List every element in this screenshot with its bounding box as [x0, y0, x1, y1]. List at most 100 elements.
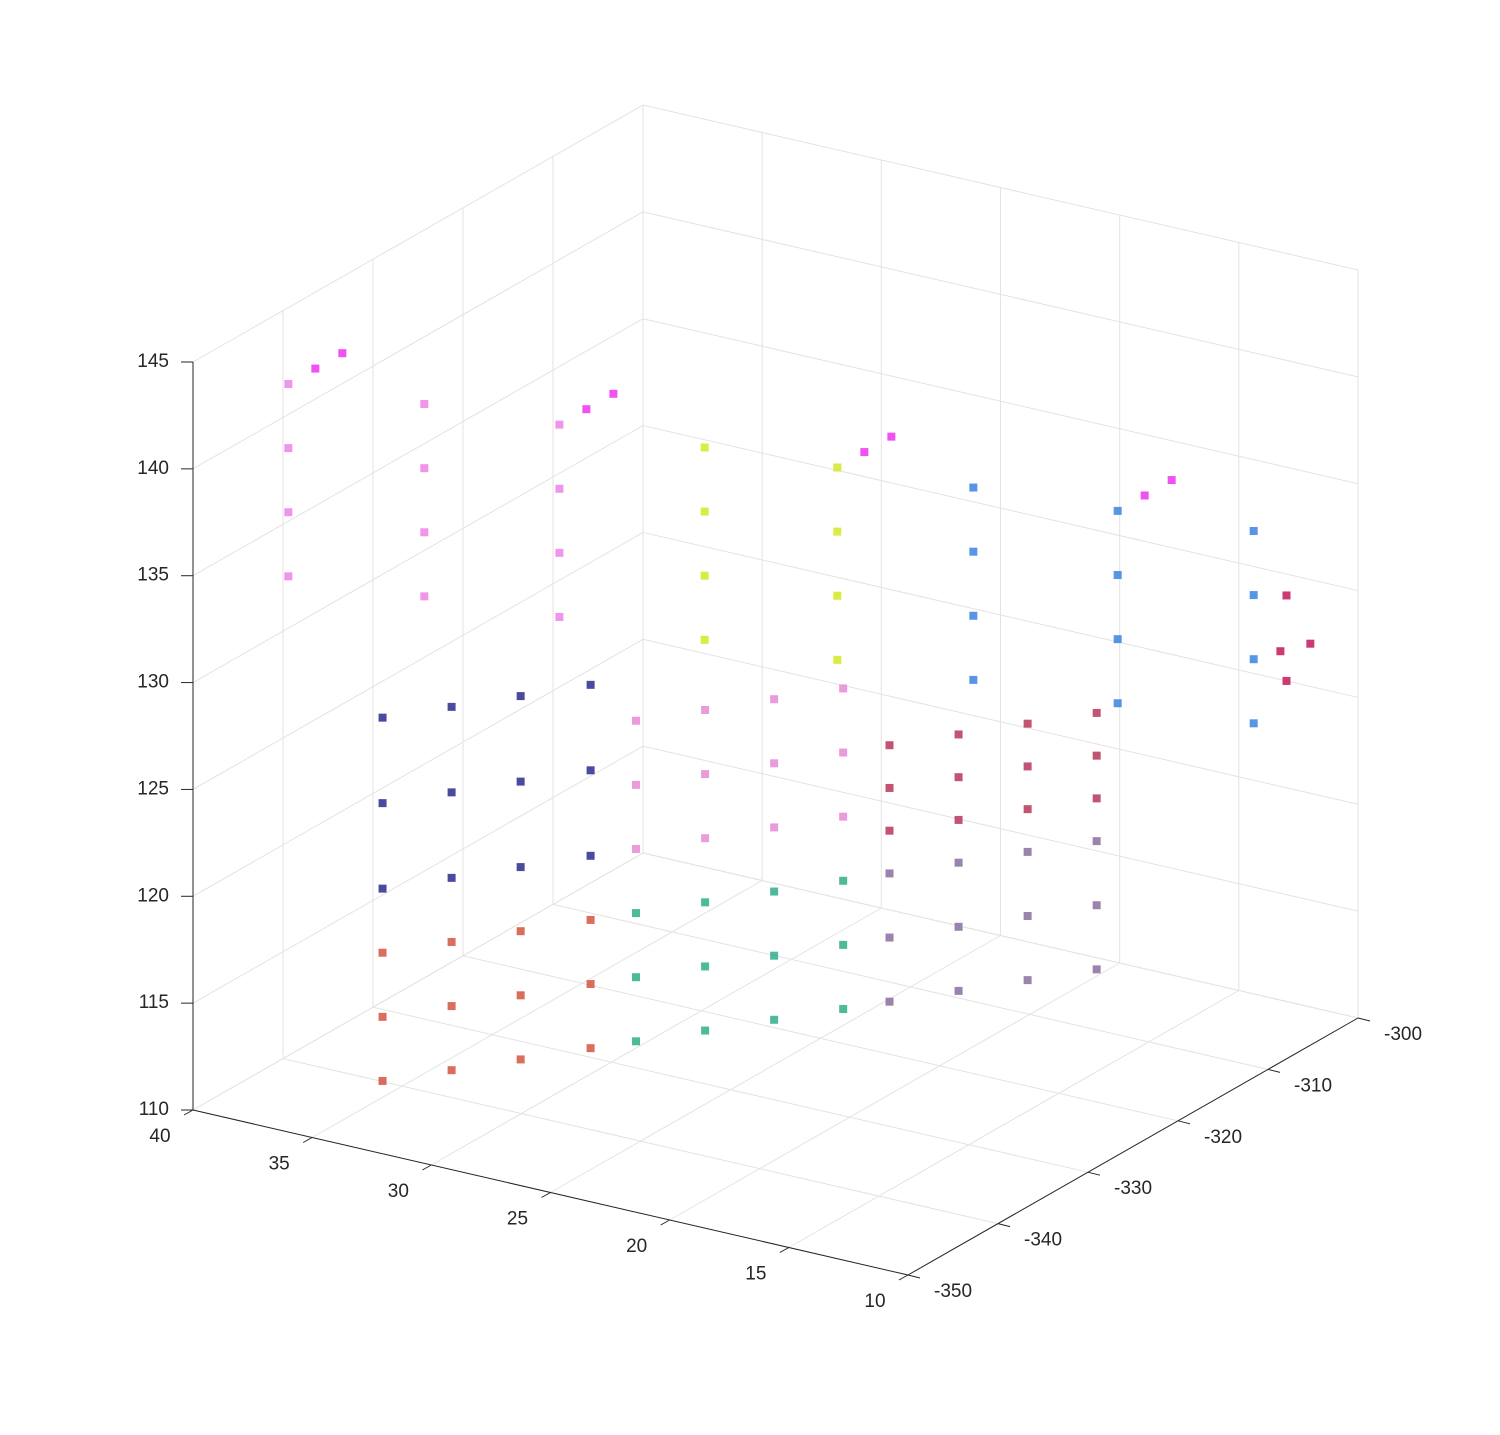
grid-line [311, 880, 763, 1138]
grid-line [192, 425, 644, 684]
data-point [1249, 526, 1258, 535]
data-point [954, 858, 963, 867]
grid-line [192, 318, 644, 577]
data-point [284, 444, 293, 453]
data-point [701, 1026, 710, 1035]
data-point [586, 851, 595, 860]
y-tick-label: -330 [1114, 1178, 1152, 1199]
data-point [833, 655, 842, 664]
x-tick [541, 1192, 551, 1198]
data-point [1092, 708, 1101, 717]
data-point [516, 1055, 525, 1064]
x-tick [660, 1219, 670, 1226]
data-point [839, 1005, 848, 1014]
grid-line [642, 318, 1359, 485]
data-point [555, 548, 564, 557]
grid-line [550, 935, 1001, 1193]
x-tick-label: 15 [745, 1264, 766, 1285]
data-point [378, 713, 387, 722]
data-point [447, 1002, 456, 1011]
x-tick [422, 1164, 432, 1171]
data-point [770, 695, 779, 704]
data-point [555, 484, 564, 493]
data-point [833, 591, 842, 600]
data-point [885, 741, 894, 750]
data-point [555, 612, 564, 621]
data-point [447, 1066, 456, 1075]
grid-line [642, 531, 1359, 698]
y-tick-label: -320 [1204, 1127, 1242, 1148]
data-point [555, 420, 564, 429]
grid-line [431, 907, 882, 1166]
data-point [701, 962, 710, 971]
data-point [1282, 676, 1291, 685]
x-tick-label: 25 [507, 1209, 528, 1230]
grid-line [642, 745, 1359, 912]
z-tick-label: 110 [139, 1099, 169, 1120]
grid-line [788, 990, 1240, 1248]
x-tick-label: 40 [149, 1126, 170, 1147]
y-tick [1357, 1017, 1371, 1022]
grid-line [462, 955, 1179, 1122]
data-point [311, 364, 320, 373]
data-point [1092, 751, 1101, 760]
data-point [954, 922, 963, 931]
x-tick-label: 30 [388, 1181, 409, 1202]
z-tick-label: 130 [137, 672, 169, 693]
data-point [586, 680, 595, 689]
data-point [1140, 491, 1149, 500]
grid-line [642, 638, 1359, 805]
grid-line [282, 1058, 999, 1225]
data-point [586, 1044, 595, 1053]
z-tick-label: 125 [137, 778, 169, 799]
y-tick [907, 1274, 921, 1279]
data-point [284, 508, 293, 517]
y-tick-label: -300 [1384, 1024, 1422, 1045]
x-tick [898, 1274, 909, 1281]
grid-line [372, 1006, 1089, 1173]
data-point [1113, 506, 1122, 515]
data-point [1023, 805, 1032, 814]
data-point [833, 527, 842, 536]
data-point [516, 692, 525, 701]
data-point [516, 991, 525, 1000]
data-point [1092, 794, 1101, 803]
data-point [887, 432, 896, 441]
data-point [378, 1076, 387, 1085]
data-point [770, 951, 779, 960]
z-tick-label: 145 [137, 351, 169, 372]
data-point [1249, 591, 1258, 600]
data-point [586, 980, 595, 989]
data-point [632, 844, 641, 853]
data-point [839, 940, 848, 949]
data-point [1249, 719, 1258, 728]
data-point [701, 834, 710, 843]
data-point [586, 915, 595, 924]
data-point [839, 812, 848, 821]
grid-line [642, 104, 1359, 271]
x-tick [302, 1137, 313, 1143]
data-point [1092, 965, 1101, 974]
x-tick-label: 10 [864, 1291, 885, 1312]
data-point [770, 1015, 779, 1024]
data-point [284, 572, 293, 581]
data-point [1306, 639, 1315, 648]
z-tick-label: 115 [139, 992, 169, 1013]
data-point [1023, 762, 1032, 771]
data-point [770, 887, 779, 896]
grid-line [192, 211, 644, 470]
y-tick [1087, 1171, 1101, 1176]
data-point [632, 780, 641, 789]
grid-line [669, 962, 1120, 1221]
data-point [586, 766, 595, 775]
data-point [378, 799, 387, 808]
data-point [1276, 647, 1285, 656]
y-axis [907, 1017, 1359, 1276]
data-point [1113, 571, 1122, 580]
data-point [516, 863, 525, 872]
data-point [632, 909, 641, 918]
data-point [839, 876, 848, 885]
data-point [701, 705, 710, 714]
data-point [447, 937, 456, 946]
